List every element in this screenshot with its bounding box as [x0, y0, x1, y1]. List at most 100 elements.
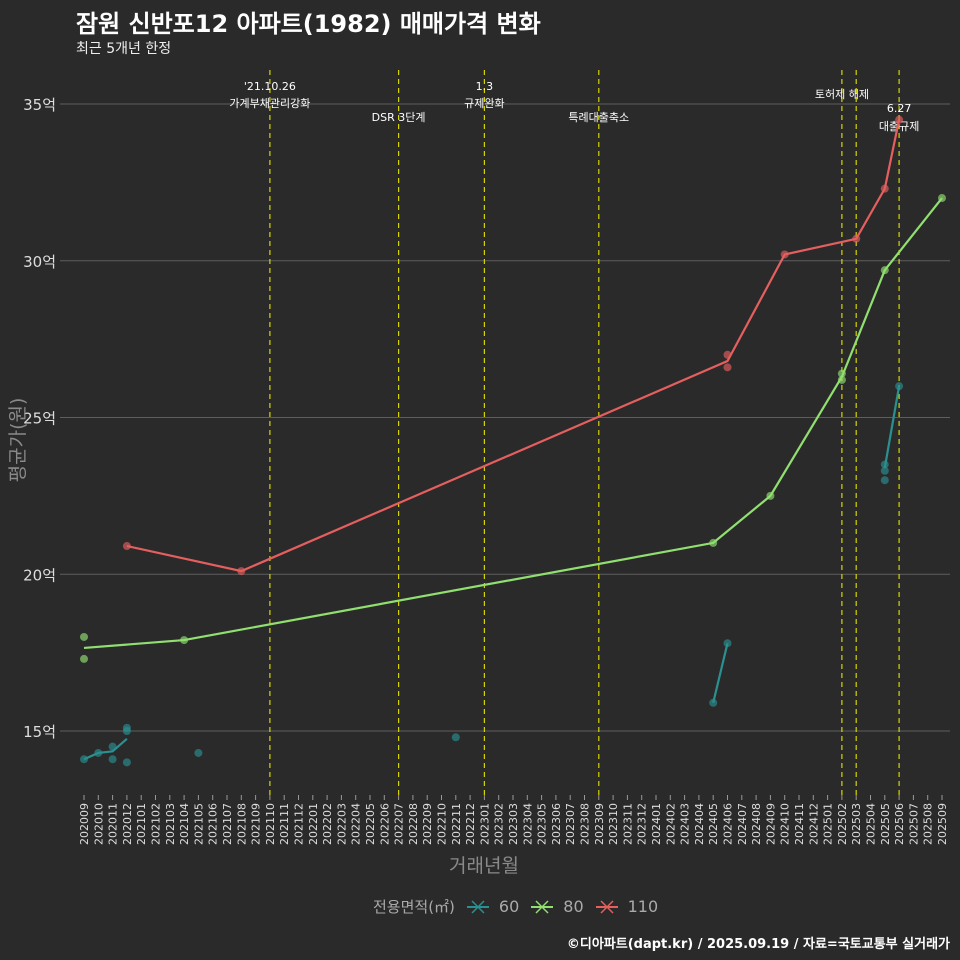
data-point-60: [122, 758, 131, 767]
x-tick-label: 202104: [178, 803, 191, 845]
x-tick-label: 202401: [650, 803, 663, 845]
x-tick-label: 202112: [293, 803, 306, 845]
x-tick-label: 202109: [250, 803, 263, 845]
event-label: 가계부채관리강화: [229, 97, 310, 110]
series-line-60: [712, 642, 729, 704]
legend-key-icon: [531, 899, 554, 914]
data-point-60: [880, 476, 889, 485]
data-point-110: [723, 363, 732, 372]
x-axis-title: 거래년월: [449, 855, 519, 877]
x-tick-label: 202010: [92, 803, 105, 845]
data-point-60: [108, 742, 117, 751]
x-tick-label: 202405: [707, 803, 720, 845]
data-point-60: [880, 460, 889, 469]
x-tick-label: 202011: [107, 803, 120, 845]
data-point-60: [94, 748, 103, 757]
x-tick-label: 202409: [764, 803, 777, 845]
x-tick-label: 202502: [836, 803, 849, 845]
x-tick-label: 202111: [278, 803, 291, 845]
y-tick-label: 30억: [23, 253, 56, 271]
x-tick-label: 202304: [521, 803, 534, 845]
data-point-60: [451, 733, 460, 742]
legend-label: 80: [563, 897, 584, 916]
x-tick-label: 202012: [121, 803, 134, 845]
legend-title: 전용면적(㎡): [373, 898, 455, 916]
x-tick-label: 202504: [865, 803, 878, 845]
x-tick-label: 202308: [579, 803, 592, 845]
x-tick-label: 202307: [564, 803, 577, 845]
y-tick-label: 15억: [23, 723, 56, 741]
x-tick-label: 202208: [407, 803, 420, 845]
data-point-60: [122, 727, 131, 735]
data-point-80: [766, 491, 775, 500]
footer-credit: ©디아파트(dapt.kr) / 2025.09.19 / 자료=국토교통부 실…: [566, 937, 950, 952]
data-point-110: [852, 234, 861, 243]
series-line-60: [83, 738, 128, 761]
x-tick-label: 202311: [621, 803, 634, 845]
data-point-80: [837, 375, 846, 384]
data-point-110: [723, 350, 732, 359]
x-tick-label: 202212: [464, 803, 477, 845]
data-point-110: [880, 184, 889, 193]
x-tick-label: 202107: [221, 803, 234, 845]
data-point-110: [122, 542, 131, 551]
series-line-110: [126, 119, 901, 573]
data-point-80: [709, 538, 718, 547]
x-tick-label: 202204: [350, 803, 363, 845]
x-tick-label: 202108: [235, 803, 248, 845]
x-tick-label: 202411: [793, 803, 806, 845]
x-tick-label: 202403: [679, 803, 692, 845]
series-line-80: [83, 197, 943, 650]
x-tick-label: 202508: [922, 803, 935, 845]
x-tick-label: 202404: [693, 803, 706, 845]
x-tick-label: 202503: [850, 803, 863, 845]
x-tick-label: 202505: [879, 803, 892, 845]
x-tick-label: 202507: [907, 803, 920, 845]
x-tick-label: 202303: [507, 803, 520, 845]
event-label: 6.27: [887, 102, 912, 115]
legend-key-icon: [466, 899, 489, 914]
x-tick-label: 202105: [192, 803, 205, 845]
legend-label: 60: [498, 897, 520, 916]
x-tick-label: 202202: [321, 803, 334, 845]
data-point-60: [895, 382, 904, 391]
data-point-60: [723, 639, 732, 648]
data-point-60: [108, 755, 117, 764]
x-tick-label: 202205: [364, 803, 377, 845]
data-point-60: [709, 698, 718, 707]
x-tick-label: 202207: [393, 803, 406, 845]
x-tick-label: 202009: [78, 803, 91, 845]
y-tick-label: 35억: [23, 96, 56, 114]
y-axis-title: 평균가(원): [7, 398, 29, 483]
data-point-80: [880, 266, 889, 275]
x-tick-label: 202402: [664, 803, 677, 845]
x-tick-label: 202506: [893, 803, 906, 845]
event-label: 1.3: [476, 80, 494, 93]
legend-key-icon: [595, 899, 618, 914]
data-point-110: [780, 250, 789, 259]
chart-subtitle: 최근 5개년 한정: [76, 41, 172, 57]
event-label: 특례대출축소: [568, 111, 629, 124]
legend: 전용면적(㎡) 60 80 110: [373, 896, 658, 917]
x-tick-label: 202211: [450, 803, 463, 845]
x-tick-label: 202312: [636, 803, 649, 845]
data-point-80: [80, 632, 88, 641]
x-tick-label: 202210: [436, 803, 449, 845]
series-line-60: [883, 385, 901, 468]
legend-item-110: 110: [594, 897, 658, 916]
event-label: 규제완화: [464, 97, 504, 110]
event-label: 대출규제: [879, 120, 919, 133]
x-tick-label: 202110: [264, 803, 277, 845]
event-label: '21.10.26: [244, 80, 296, 93]
data-point-110: [237, 567, 246, 576]
event-label: 토허제 해제: [815, 87, 869, 101]
x-tick-label: 202509: [936, 803, 949, 845]
legend-items: 60 80 110: [455, 897, 658, 916]
x-tick-label: 202209: [421, 803, 434, 845]
event-label: DSR 3단계: [372, 111, 426, 124]
legend-item-80: 80: [529, 897, 584, 916]
x-tick-label: 202206: [378, 803, 391, 845]
x-tick-label: 202412: [807, 803, 820, 845]
x-tick-label: 202310: [607, 803, 620, 845]
x-tick-label: 202101: [135, 803, 148, 845]
